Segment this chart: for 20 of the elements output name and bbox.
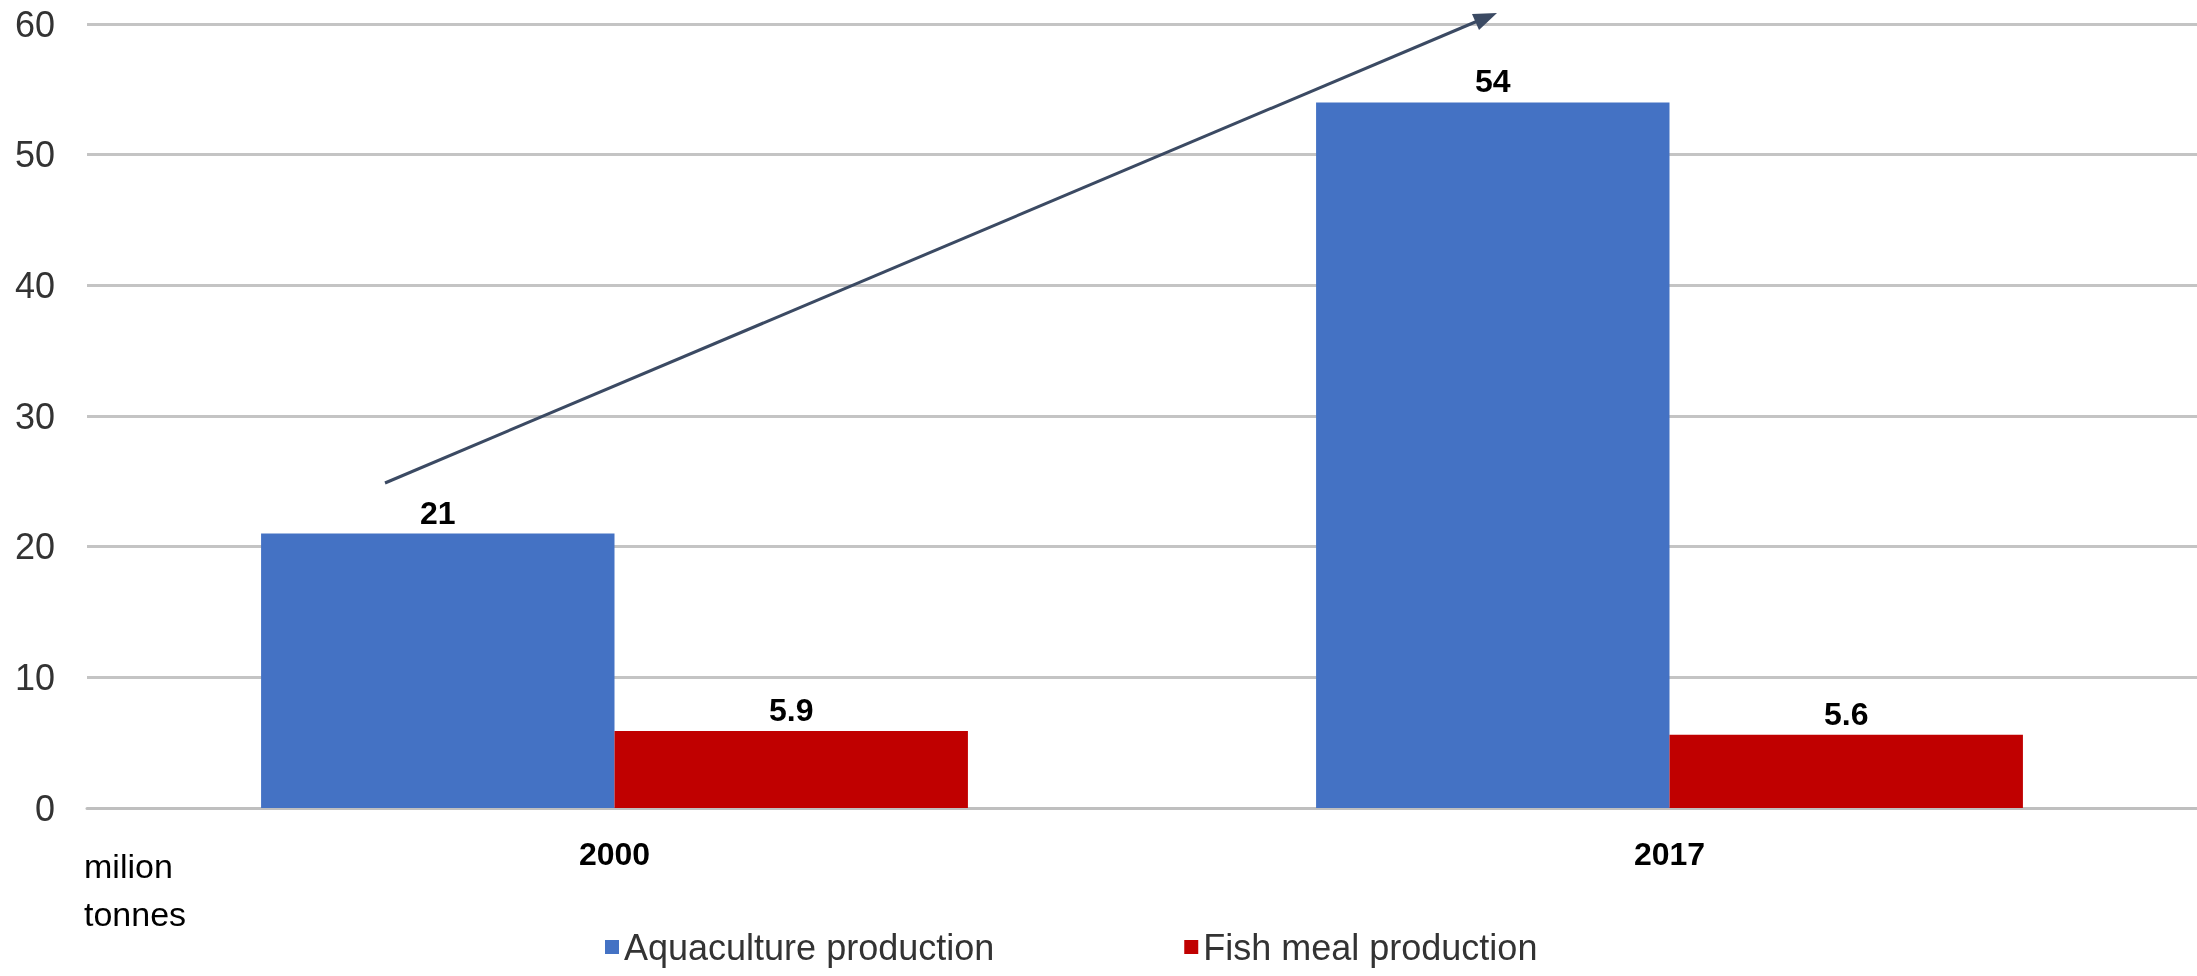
bar [261, 533, 615, 808]
x-tick-label: 2000 [578, 836, 651, 872]
data-label: 54 [1474, 63, 1511, 100]
x-tick-label: 2017 [1633, 836, 1706, 872]
legend-label: Aquaculture production [624, 926, 995, 968]
y-tick-label: 10 [14, 656, 55, 698]
text: milion tonnes [84, 846, 188, 935]
bar [614, 730, 968, 808]
bar [1669, 734, 2023, 808]
bar [1316, 102, 1670, 808]
y-tick-label: 20 [14, 526, 55, 568]
y-tick-label: 40 [14, 264, 55, 306]
y-tick-label: 0 [34, 787, 55, 829]
data-label: 21 [419, 494, 456, 531]
y-tick-label: 30 [14, 395, 55, 437]
data-label: 5.9 [768, 691, 814, 728]
data-label: 5.6 [1823, 695, 1869, 732]
y-tick-label: 60 [14, 3, 55, 45]
y-tick-label: 50 [14, 134, 55, 176]
legend-label: Fish meal production [1203, 926, 1538, 968]
